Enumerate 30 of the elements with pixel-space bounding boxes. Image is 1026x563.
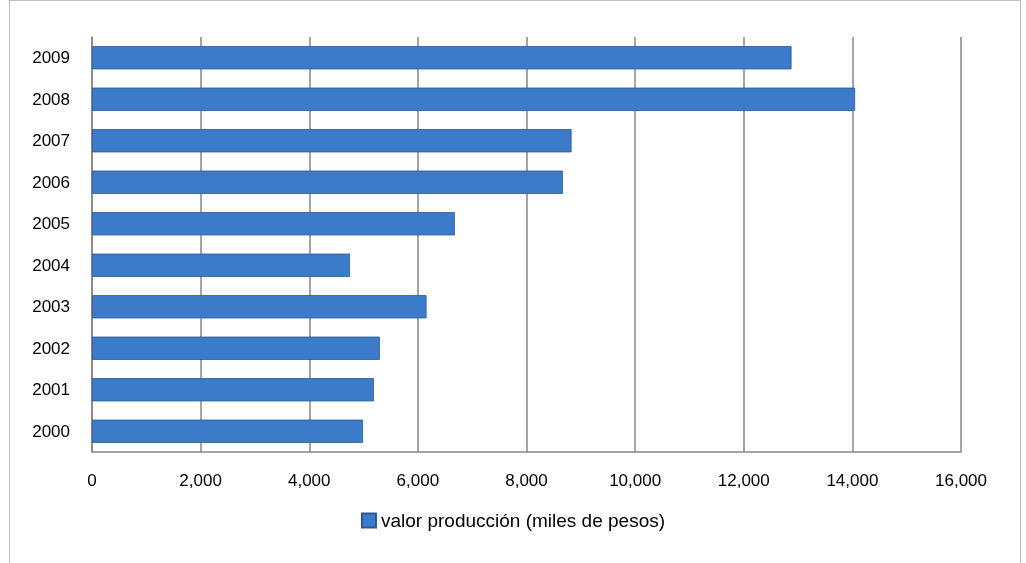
y-tick-label: 2002 [32, 338, 70, 358]
bar [92, 212, 455, 236]
x-tick-label: 16,000 [935, 471, 987, 490]
bar [92, 87, 856, 111]
y-tick-label: 2004 [32, 255, 70, 275]
bar [92, 295, 427, 319]
y-tick-label: 2001 [32, 380, 70, 400]
x-tick-label: 14,000 [826, 471, 879, 490]
x-tick-label: 10,000 [609, 471, 662, 490]
bar [92, 46, 792, 70]
y-tick-label: 2006 [32, 172, 70, 192]
legend-label: valor producción (miles de pesos) [380, 510, 666, 531]
bar [92, 419, 364, 443]
bar [92, 336, 380, 360]
x-tick-label: 4,000 [287, 471, 331, 490]
x-tick-label: 12,000 [717, 471, 770, 490]
bar [92, 253, 350, 277]
y-tick-label: 2003 [32, 297, 70, 317]
bar [92, 170, 563, 194]
bar [92, 378, 374, 402]
y-tick-label: 2000 [32, 421, 70, 441]
y-tick-label: 2009 [32, 48, 70, 68]
y-tick-label: 2007 [32, 131, 70, 151]
y-tick-label: 2008 [32, 89, 70, 109]
x-tick-label: 6,000 [396, 471, 440, 490]
bar [92, 129, 572, 153]
x-tick-label: 8,000 [505, 471, 548, 490]
y-tick-label: 2005 [32, 214, 70, 234]
x-tick-label: 0 [87, 471, 97, 490]
x-tick-label: 2,000 [179, 471, 222, 490]
